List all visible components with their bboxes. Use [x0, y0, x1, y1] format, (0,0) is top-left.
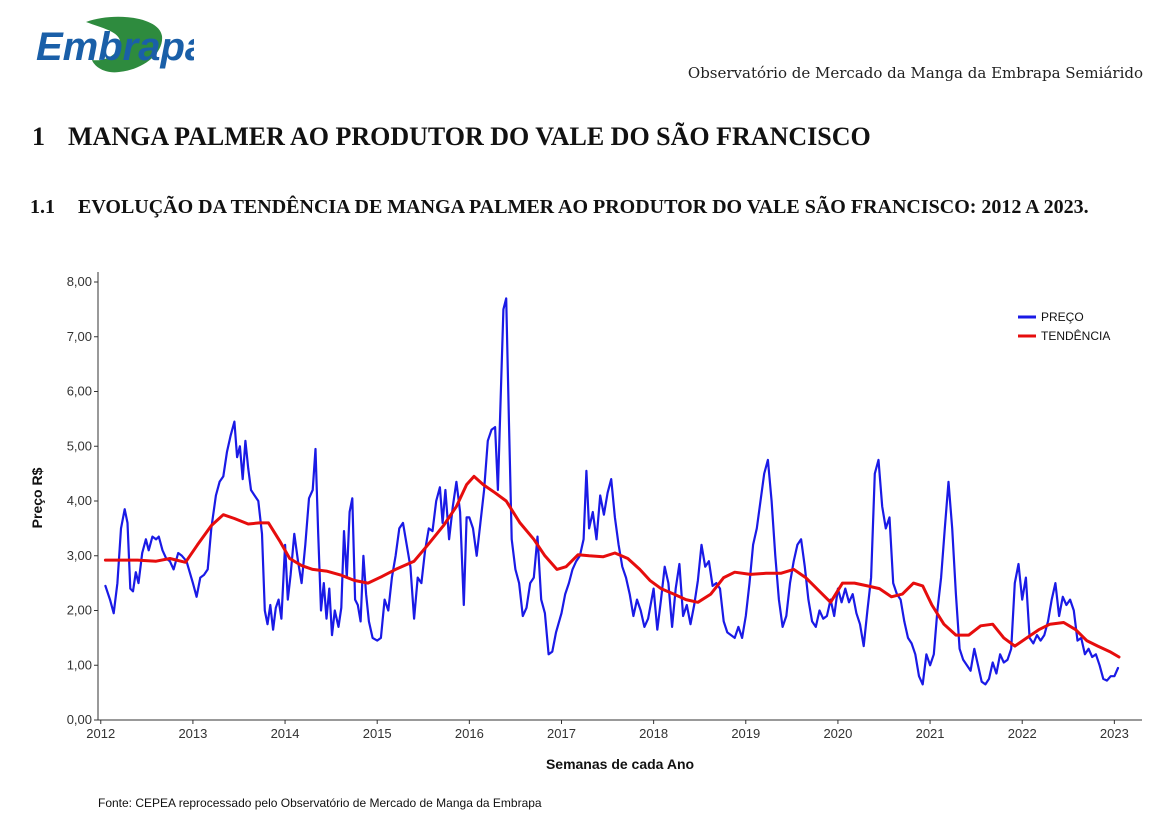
section-number: 1	[32, 122, 45, 151]
x-tick-label: 2013	[178, 726, 207, 741]
legend: PREÇO TENDÊNCIA	[1018, 310, 1110, 343]
series-line-tendencia	[103, 474, 1121, 659]
embrapa-logo: Embrapa	[36, 16, 194, 73]
x-tick-label: 2017	[547, 726, 576, 741]
y-tick-label: 0,00	[67, 712, 92, 727]
y-axis: 0,00 1,00 2,00 3,00 4,00 5,00 6,00 7,00 8,00	[67, 272, 99, 727]
y-axis-title: Preço R$	[29, 467, 45, 528]
series-layer	[103, 297, 1121, 686]
price-chart: 0,00 1,00 2,00 3,00 4,00 5,00 6,00 7,00 8,00 201…	[29, 272, 1142, 772]
x-tick-label: 2022	[1008, 726, 1037, 741]
x-tick-label: 2015	[363, 726, 392, 741]
y-tick-label: 5,00	[67, 438, 92, 453]
y-tick-label: 2,00	[67, 603, 92, 618]
x-tick-label: 2019	[731, 726, 760, 741]
subsection-title: EVOLUÇÃO DA TENDÊNCIA DE MANGA PALMER AO…	[78, 196, 1089, 218]
x-tick-label: 2021	[916, 726, 945, 741]
x-tick-label: 2020	[823, 726, 852, 741]
subsection-heading: 1.1 EVOLUÇÃO DA TENDÊNCIA DE MANGA PALMER…	[30, 194, 1145, 221]
y-tick-label: 6,00	[67, 384, 92, 399]
y-tick-label: 8,00	[67, 274, 92, 289]
source-note: Fonte: CEPEA reprocessado pelo Observató…	[98, 796, 542, 810]
x-tick-label: 2023	[1100, 726, 1129, 741]
y-tick-label: 4,00	[67, 493, 92, 508]
section-heading: 1 MANGA PALMER AO PRODUTOR DO VALE DO SÃO…	[32, 122, 871, 152]
x-axis-title: Semanas de cada Ano	[546, 756, 694, 772]
series-line-preco	[104, 297, 1120, 686]
x-tick-label: 2012	[86, 726, 115, 741]
y-tick-label: 1,00	[67, 657, 92, 672]
y-tick-label: 7,00	[67, 329, 92, 344]
logo-leaf-shape	[86, 16, 163, 73]
x-tick-label: 2016	[455, 726, 484, 741]
logo-text: Embrapa	[36, 25, 194, 69]
header-note: Observatório de Mercado da Manga da Embr…	[687, 64, 1143, 82]
x-tick-label: 2014	[271, 726, 300, 741]
x-tick-label: 2018	[639, 726, 668, 741]
legend-label-tendencia: TENDÊNCIA	[1041, 328, 1110, 343]
section-title: MANGA PALMER AO PRODUTOR DO VALE DO SÃO …	[68, 122, 871, 151]
legend-label-preco: PREÇO	[1041, 310, 1084, 324]
subsection-number: 1.1	[30, 196, 55, 218]
x-axis: 2012 2013 2014 2015 2016 2017 2018 2019 2020 2021…	[86, 719, 1142, 741]
y-tick-label: 3,00	[67, 548, 92, 563]
